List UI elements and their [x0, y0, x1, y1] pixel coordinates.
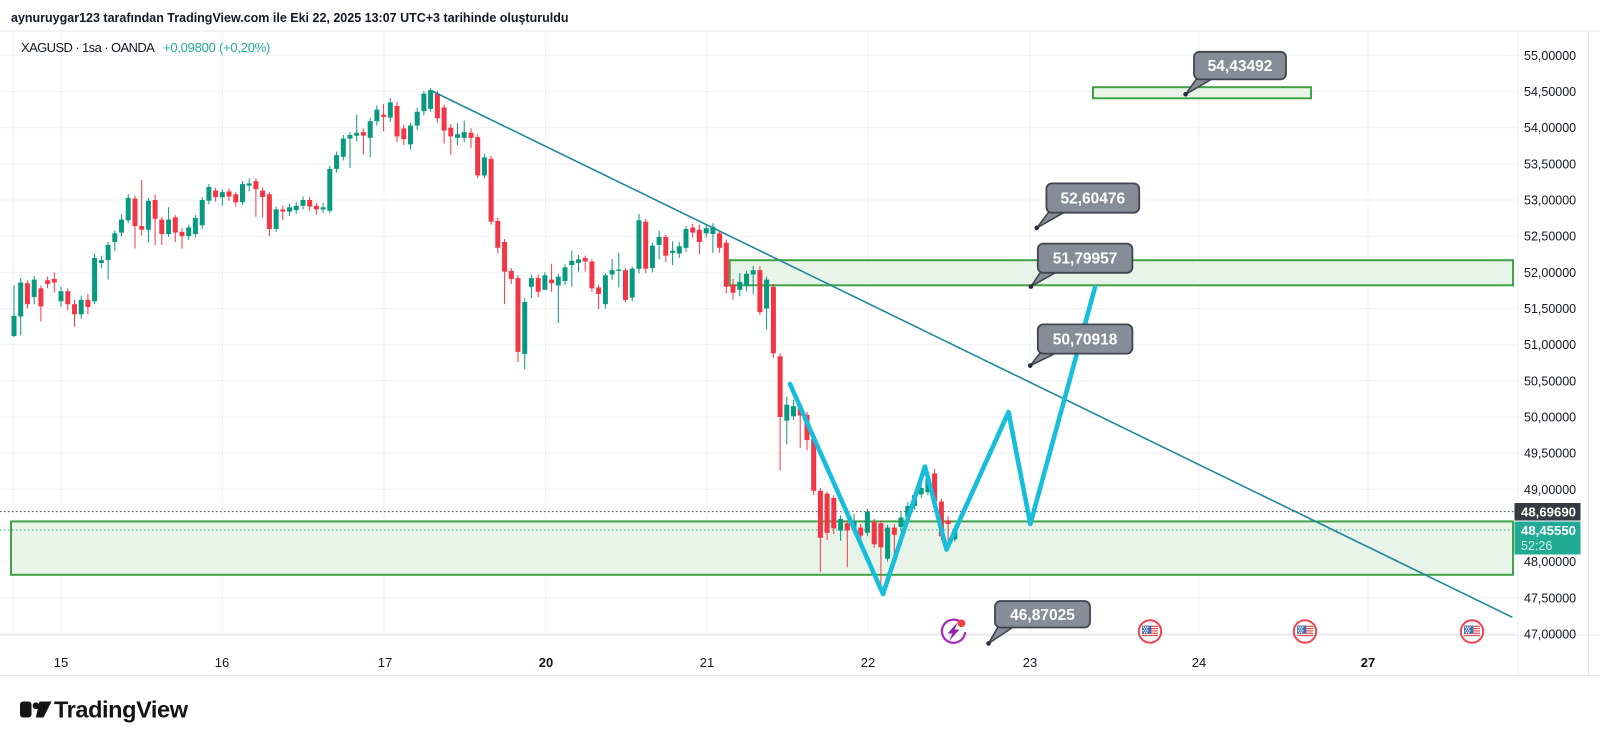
- svg-text:15: 15: [54, 655, 68, 670]
- svg-text:27: 27: [1361, 655, 1375, 670]
- svg-text:49,00000: 49,00000: [1524, 483, 1576, 497]
- svg-text:XAGUSD · 1sa · OANDA: XAGUSD · 1sa · OANDA: [21, 40, 155, 55]
- svg-text:52:26: 52:26: [1521, 539, 1552, 553]
- svg-text:51,79957: 51,79957: [1053, 251, 1118, 268]
- svg-text:50,00000: 50,00000: [1524, 411, 1576, 425]
- svg-text:48,45550: 48,45550: [1521, 523, 1576, 538]
- svg-text:52,00000: 52,00000: [1524, 266, 1576, 280]
- svg-text:47,50000: 47,50000: [1524, 591, 1576, 605]
- svg-text:54,00000: 54,00000: [1524, 121, 1576, 135]
- svg-text:46,87025: 46,87025: [1010, 607, 1075, 624]
- svg-text:55,00000: 55,00000: [1524, 49, 1576, 63]
- svg-text:22: 22: [861, 655, 875, 670]
- svg-text:50,70918: 50,70918: [1053, 332, 1118, 349]
- svg-text:24: 24: [1192, 655, 1206, 670]
- svg-text:+0,09800 (+0,20%): +0,09800 (+0,20%): [163, 40, 270, 55]
- svg-text:16: 16: [215, 655, 229, 670]
- svg-text:aynuruygar123 tarafından Tradi: aynuruygar123 tarafından TradingView.com…: [11, 11, 568, 25]
- svg-text:54,50000: 54,50000: [1524, 85, 1576, 99]
- svg-text:50,50000: 50,50000: [1524, 374, 1576, 388]
- svg-text:54,43492: 54,43492: [1208, 58, 1273, 75]
- svg-text:48,69690: 48,69690: [1521, 505, 1576, 520]
- svg-text:TradingView: TradingView: [54, 697, 189, 723]
- svg-text:20: 20: [539, 655, 553, 670]
- svg-text:52,60476: 52,60476: [1060, 191, 1125, 208]
- svg-text:47,00000: 47,00000: [1524, 628, 1576, 642]
- svg-text:23: 23: [1023, 655, 1037, 670]
- svg-text:17: 17: [378, 655, 392, 670]
- svg-text:48,00000: 48,00000: [1524, 555, 1576, 569]
- svg-text:49,50000: 49,50000: [1524, 447, 1576, 461]
- svg-text:51,50000: 51,50000: [1524, 302, 1576, 316]
- svg-text:51,00000: 51,00000: [1524, 338, 1576, 352]
- svg-text:53,50000: 53,50000: [1524, 157, 1576, 171]
- svg-text:53,00000: 53,00000: [1524, 194, 1576, 208]
- svg-text:52,50000: 52,50000: [1524, 230, 1576, 244]
- svg-text:21: 21: [700, 655, 714, 670]
